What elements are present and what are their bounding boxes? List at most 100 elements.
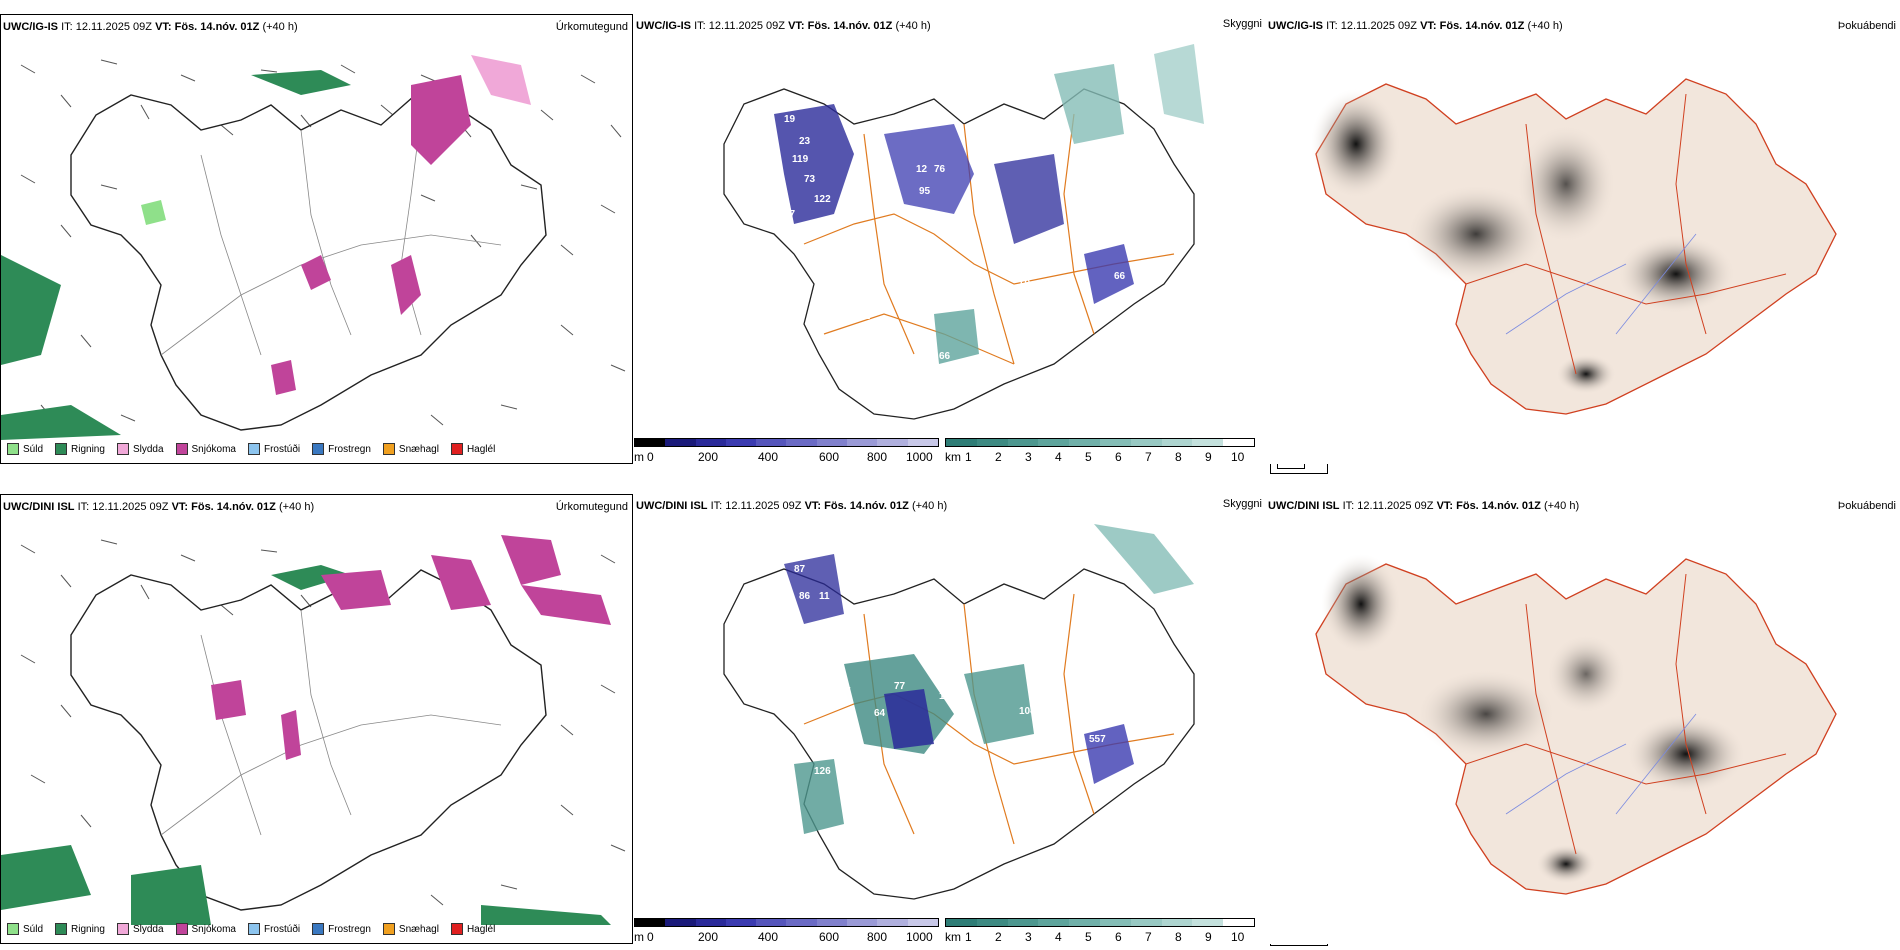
swatch <box>450 443 463 455</box>
legend-item: Súld <box>7 923 43 935</box>
model-name: UWC/DINI ISL <box>3 501 75 513</box>
it-value: 12.11.2025 09Z <box>75 21 152 33</box>
svg-text:289: 289 <box>932 381 949 392</box>
svg-text:557: 557 <box>1089 734 1106 745</box>
svg-text:77: 77 <box>784 209 796 220</box>
iceland-land <box>1315 78 1837 415</box>
vt-value: Fös. 14.nóv. 01Z <box>1456 500 1541 512</box>
legend-item: Frostregn <box>312 443 371 455</box>
tick-label: 5 <box>1085 450 1092 464</box>
swatch <box>116 443 129 455</box>
tick-label: 400 <box>758 450 779 464</box>
legend-item: Rigning <box>55 923 105 935</box>
tick-label: 8 <box>1175 450 1182 464</box>
swatch <box>175 443 188 455</box>
tick-label: 2 <box>995 450 1002 464</box>
panel-header: UWC/DINI ISL IT: 12.11.2025 09Z VT: Fös.… <box>1268 500 1579 512</box>
tick-label: 9 <box>1205 930 1212 944</box>
tick-label: 6 <box>1115 930 1122 944</box>
tick-label: 1 <box>965 450 972 464</box>
vt-label: VT: <box>171 501 189 513</box>
swatch <box>382 923 395 935</box>
low-visibility-areas <box>784 524 1194 834</box>
tick-label: 200 <box>698 450 719 464</box>
unit-label: m <box>634 930 644 944</box>
road-network <box>1465 573 1787 855</box>
svg-text:73: 73 <box>804 174 816 185</box>
tick-label: 0 <box>647 930 654 944</box>
svg-text:104: 104 <box>764 824 781 835</box>
svg-text:122: 122 <box>814 194 831 205</box>
svg-text:107: 107 <box>834 686 851 697</box>
tick-label: 800 <box>867 930 888 944</box>
tick-label: 7 <box>1145 450 1152 464</box>
swatch <box>55 443 68 455</box>
swatch <box>175 923 188 935</box>
panel-title: Úrkomutegund <box>555 21 628 33</box>
svg-text:23: 23 <box>799 136 811 147</box>
visibility-panel-row1: UWC/IG-IS IT: 12.11.2025 09Z VT: Fös. 14… <box>634 14 1328 474</box>
swatch <box>450 923 463 935</box>
panel-header: UWC/IG-IS IT: 12.11.2025 09Z VT: Fös. 14… <box>1268 20 1563 32</box>
svg-text:90: 90 <box>934 258 946 269</box>
tick-label: 9 <box>1205 450 1212 464</box>
unit-label: km <box>945 930 961 944</box>
precip-type-panel-row1: UWC/IG-IS IT: 12.11.2025 09Z VT: Fös. 14… <box>0 14 633 464</box>
legend-item: Slydda <box>116 923 164 935</box>
tick-label: 600 <box>819 930 840 944</box>
legend-item: Haglél <box>450 443 495 455</box>
colorbar-km <box>945 438 1255 447</box>
svg-text:66: 66 <box>1114 271 1126 282</box>
swatch <box>312 923 325 935</box>
svg-text:124: 124 <box>844 768 861 779</box>
swatch <box>116 923 129 935</box>
legend-item: Súld <box>7 443 43 455</box>
lead-time: (+40 h) <box>895 20 931 32</box>
lead-time: (+40 h) <box>911 500 948 512</box>
visibility-panel-row2: UWC/DINI ISL IT: 12.11.2025 09Z VT: Fös.… <box>634 494 1328 946</box>
swatch <box>312 443 325 455</box>
precip-areas <box>1 535 611 925</box>
vt-label: VT: <box>1436 500 1454 512</box>
it-value: 12.11.2025 09Z <box>1340 20 1417 32</box>
panel-title: Skyggni <box>1222 18 1262 30</box>
rivers <box>1505 713 1697 815</box>
svg-text:84: 84 <box>794 356 806 367</box>
it-label: IT: <box>1326 20 1338 32</box>
tick-label: 8 <box>1175 930 1182 944</box>
lead-time: (+40 h) <box>1527 20 1563 32</box>
panel-title: Þokuábendi <box>1837 20 1896 32</box>
svg-text:129: 129 <box>809 691 826 702</box>
tick-label: 0 <box>647 450 654 464</box>
fog-map <box>1311 78 1837 415</box>
panel-header: UWC/IG-IS IT: 12.11.2025 09Z VT: Fös. 14… <box>3 21 298 33</box>
tick-label: 6 <box>1115 450 1122 464</box>
legend-item: Slydda <box>116 443 164 455</box>
visibility-m-colorbar: m 0 200 400 600 800 1000 <box>634 918 939 948</box>
svg-text:101: 101 <box>939 691 956 702</box>
vt-label: VT: <box>155 21 172 33</box>
it-label: IT: <box>710 500 723 512</box>
vt-value: Fös. 14.nóv. 01Z <box>807 20 893 32</box>
lead-time: (+40 h) <box>278 501 315 513</box>
vt-label: VT: <box>1420 20 1437 32</box>
iceland-outline <box>723 88 1195 420</box>
model-name: UWC/IG-IS <box>636 20 691 32</box>
svg-text:78: 78 <box>1019 276 1031 287</box>
svg-text:52: 52 <box>979 566 991 577</box>
legend-item: Rigning <box>55 443 105 455</box>
unit-label: m <box>634 450 644 464</box>
tick-label: 7 <box>1145 930 1152 944</box>
lead-time: (+40 h) <box>262 21 298 33</box>
tick-label: 1000 <box>906 450 933 464</box>
it-value: 12.11.2025 09Z <box>1357 500 1434 512</box>
svg-text:86: 86 <box>799 591 811 602</box>
vt-value: Fös. 14.nóv. 01Z <box>824 500 909 512</box>
legend-item: Frostúði <box>247 923 300 935</box>
tick-label: 3 <box>1025 450 1032 464</box>
legend-item: Frostregn <box>312 923 371 935</box>
iceland-outline <box>70 89 547 431</box>
tick-label: 200 <box>698 930 719 944</box>
swatch <box>247 923 260 935</box>
tick-label: 1 <box>965 930 972 944</box>
